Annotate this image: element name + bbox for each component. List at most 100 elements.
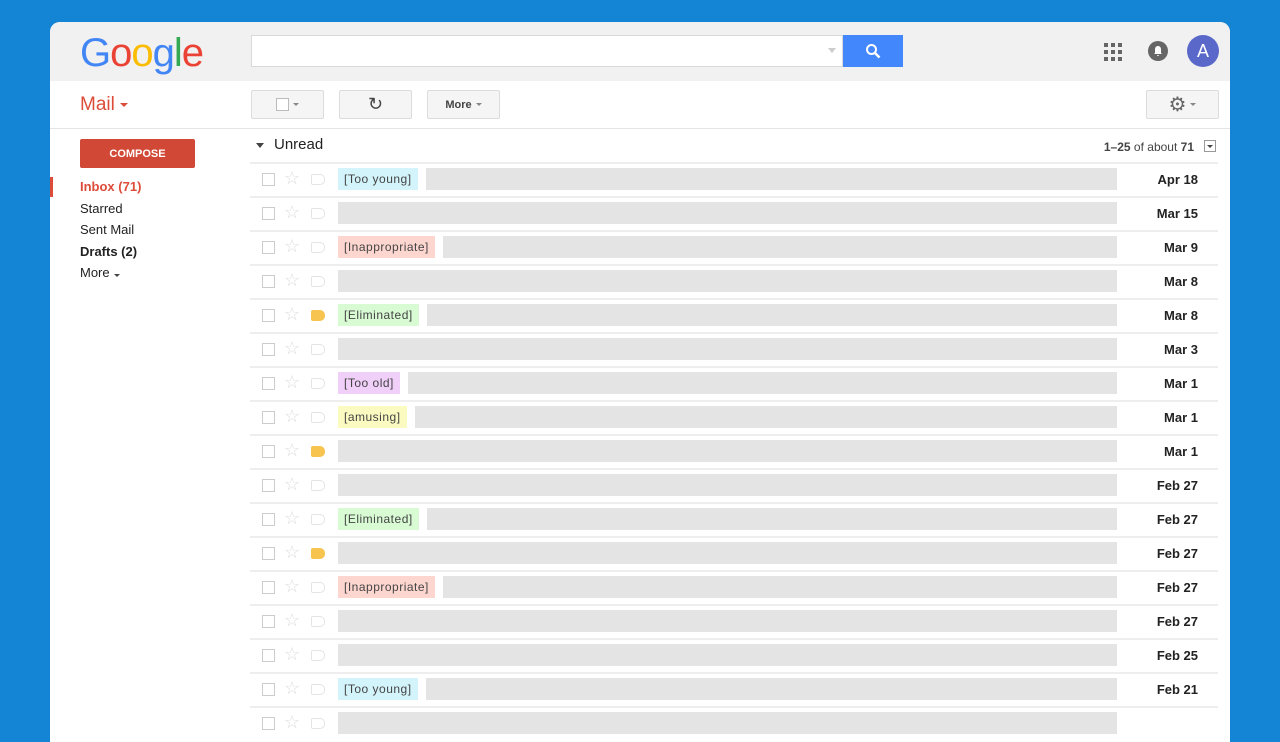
message-snippet-redacted[interactable]	[427, 304, 1117, 326]
table-row[interactable]: ☆ [Too young] Apr 18	[250, 162, 1218, 196]
message-snippet-redacted[interactable]	[443, 236, 1117, 258]
sidebar-item-starred[interactable]: Starred	[80, 201, 123, 216]
star-icon[interactable]: ☆	[284, 542, 301, 562]
row-checkbox[interactable]	[262, 547, 275, 560]
star-icon[interactable]: ☆	[284, 576, 301, 596]
importance-marker-icon[interactable]	[311, 174, 325, 185]
star-icon[interactable]: ☆	[284, 474, 301, 494]
row-checkbox[interactable]	[262, 445, 275, 458]
star-icon[interactable]: ☆	[284, 202, 301, 222]
message-snippet-redacted[interactable]	[338, 202, 1117, 224]
row-checkbox[interactable]	[262, 309, 275, 322]
table-row[interactable]: ☆ [Inappropriate] Mar 9	[250, 230, 1218, 264]
table-row[interactable]: ☆ Feb 27	[250, 604, 1218, 638]
row-checkbox[interactable]	[262, 581, 275, 594]
table-row[interactable]: ☆ Mar 1	[250, 434, 1218, 468]
importance-marker-icon[interactable]	[311, 208, 325, 219]
search-input[interactable]	[251, 35, 843, 67]
importance-marker-icon[interactable]	[311, 616, 325, 627]
message-snippet-redacted[interactable]	[338, 542, 1117, 564]
importance-marker-icon[interactable]	[311, 242, 325, 253]
search-options-icon[interactable]	[828, 48, 836, 53]
refresh-button[interactable]: ↻	[339, 90, 412, 119]
section-options-button[interactable]	[1204, 140, 1216, 152]
importance-marker-icon[interactable]	[311, 480, 325, 491]
table-row[interactable]: ☆ Feb 27	[250, 536, 1218, 570]
importance-marker-icon[interactable]	[311, 310, 325, 321]
select-button[interactable]	[251, 90, 324, 119]
section-unread-toggle[interactable]: Unread	[256, 136, 323, 153]
table-row[interactable]: ☆ Feb 25	[250, 638, 1218, 672]
message-snippet-redacted[interactable]	[443, 576, 1117, 598]
notifications-bell-icon[interactable]	[1148, 41, 1168, 61]
star-icon[interactable]: ☆	[284, 610, 301, 630]
table-row[interactable]: ☆ [Too young] Feb 21	[250, 672, 1218, 706]
star-icon[interactable]: ☆	[284, 406, 301, 426]
message-snippet-redacted[interactable]	[426, 678, 1117, 700]
row-checkbox[interactable]	[262, 683, 275, 696]
avatar[interactable]: A	[1187, 35, 1219, 67]
sidebar-item-inbox[interactable]: Inbox (71)	[80, 179, 142, 194]
star-icon[interactable]: ☆	[284, 644, 301, 664]
star-icon[interactable]: ☆	[284, 304, 301, 324]
importance-marker-icon[interactable]	[311, 650, 325, 661]
row-checkbox[interactable]	[262, 173, 275, 186]
row-checkbox[interactable]	[262, 275, 275, 288]
message-snippet-redacted[interactable]	[338, 610, 1117, 632]
row-checkbox[interactable]	[262, 479, 275, 492]
star-icon[interactable]: ☆	[284, 440, 301, 460]
table-row[interactable]: ☆ [Eliminated] Feb 27	[250, 502, 1218, 536]
row-checkbox[interactable]	[262, 615, 275, 628]
sidebar-item-sent[interactable]: Sent Mail	[80, 222, 135, 237]
importance-marker-icon[interactable]	[311, 548, 325, 559]
table-row[interactable]: ☆ [Inappropriate] Feb 27	[250, 570, 1218, 604]
search-button[interactable]	[843, 35, 903, 67]
table-row[interactable]: ☆ Mar 3	[250, 332, 1218, 366]
sidebar-item-more[interactable]: More	[80, 265, 120, 280]
star-icon[interactable]: ☆	[284, 338, 301, 358]
importance-marker-icon[interactable]	[311, 378, 325, 389]
compose-button[interactable]: COMPOSE	[80, 139, 195, 168]
row-checkbox[interactable]	[262, 207, 275, 220]
star-icon[interactable]: ☆	[284, 270, 301, 290]
row-checkbox[interactable]	[262, 717, 275, 730]
message-snippet-redacted[interactable]	[427, 508, 1117, 530]
importance-marker-icon[interactable]	[311, 412, 325, 423]
row-checkbox[interactable]	[262, 377, 275, 390]
message-snippet-redacted[interactable]	[338, 270, 1117, 292]
table-row[interactable]: ☆ Feb 27	[250, 468, 1218, 502]
message-snippet-redacted[interactable]	[338, 712, 1117, 734]
star-icon[interactable]: ☆	[284, 372, 301, 392]
table-row[interactable]: ☆	[250, 706, 1218, 740]
importance-marker-icon[interactable]	[311, 582, 325, 593]
row-checkbox[interactable]	[262, 411, 275, 424]
sidebar-item-drafts[interactable]: Drafts (2)	[80, 244, 138, 259]
star-icon[interactable]: ☆	[284, 678, 301, 698]
message-snippet-redacted[interactable]	[338, 338, 1117, 360]
message-snippet-redacted[interactable]	[338, 474, 1117, 496]
table-row[interactable]: ☆ Mar 15	[250, 196, 1218, 230]
message-snippet-redacted[interactable]	[408, 372, 1117, 394]
row-checkbox[interactable]	[262, 649, 275, 662]
table-row[interactable]: ☆ Mar 8	[250, 264, 1218, 298]
importance-marker-icon[interactable]	[311, 276, 325, 287]
message-snippet-redacted[interactable]	[338, 644, 1117, 666]
message-snippet-redacted[interactable]	[338, 440, 1117, 462]
google-logo[interactable]: Google	[80, 31, 204, 75]
importance-marker-icon[interactable]	[311, 514, 325, 525]
message-snippet-redacted[interactable]	[415, 406, 1117, 428]
row-checkbox[interactable]	[262, 513, 275, 526]
table-row[interactable]: ☆ [Too old] Mar 1	[250, 366, 1218, 400]
importance-marker-icon[interactable]	[311, 446, 325, 457]
mail-menu[interactable]: Mail	[80, 94, 128, 116]
more-button[interactable]: More	[427, 90, 500, 119]
table-row[interactable]: ☆ [Eliminated] Mar 8	[250, 298, 1218, 332]
star-icon[interactable]: ☆	[284, 236, 301, 256]
row-checkbox[interactable]	[262, 343, 275, 356]
importance-marker-icon[interactable]	[311, 684, 325, 695]
row-checkbox[interactable]	[262, 241, 275, 254]
message-snippet-redacted[interactable]	[426, 168, 1117, 190]
table-row[interactable]: ☆ [amusing] Mar 1	[250, 400, 1218, 434]
star-icon[interactable]: ☆	[284, 508, 301, 528]
importance-marker-icon[interactable]	[311, 344, 325, 355]
